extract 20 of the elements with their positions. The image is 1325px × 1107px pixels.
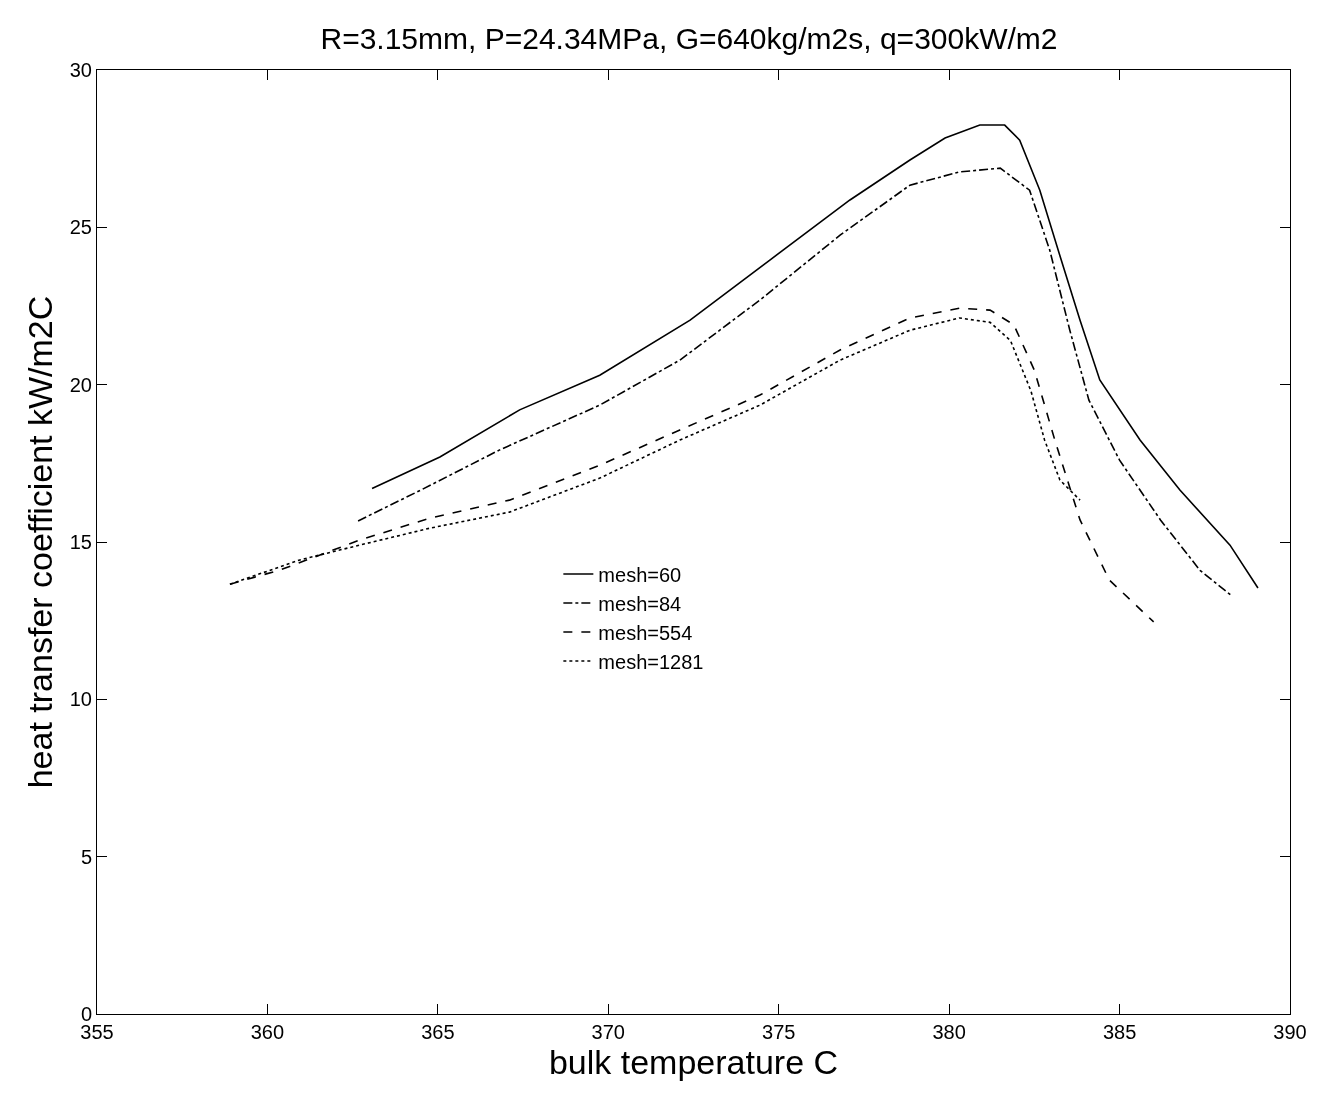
- y-axis-title: heat transfer coefficient kW/m2C: [21, 295, 60, 789]
- x-tick-label: 385: [1102, 1021, 1137, 1043]
- chart-title: R=3.15mm, P=24.34MPa, G=640kg/m2s, q=300kW/m2: [320, 21, 1058, 55]
- legend-label: mesh=60: [598, 563, 682, 586]
- legend-label: mesh=1281: [598, 650, 704, 673]
- legend-label: mesh=84: [598, 592, 682, 615]
- y-tick-label: 20: [69, 373, 92, 396]
- y-tick-label: 5: [80, 845, 92, 868]
- legend-label: mesh=554: [598, 621, 693, 644]
- x-axis-title: bulk temperature C: [548, 1043, 839, 1081]
- y-tick-label: 15: [69, 531, 92, 553]
- y-tick-label: 25: [69, 216, 92, 239]
- x-tick-label: 360: [250, 1021, 285, 1043]
- x-tick-label: 370: [591, 1021, 625, 1043]
- x-tick-label: 390: [1273, 1021, 1307, 1043]
- x-tick-label: 365: [421, 1021, 455, 1043]
- x-tick-label: 380: [932, 1021, 966, 1043]
- y-tick-label: 10: [69, 688, 92, 711]
- x-tick-label: 375: [762, 1021, 796, 1043]
- y-tick-label: 30: [69, 59, 92, 81]
